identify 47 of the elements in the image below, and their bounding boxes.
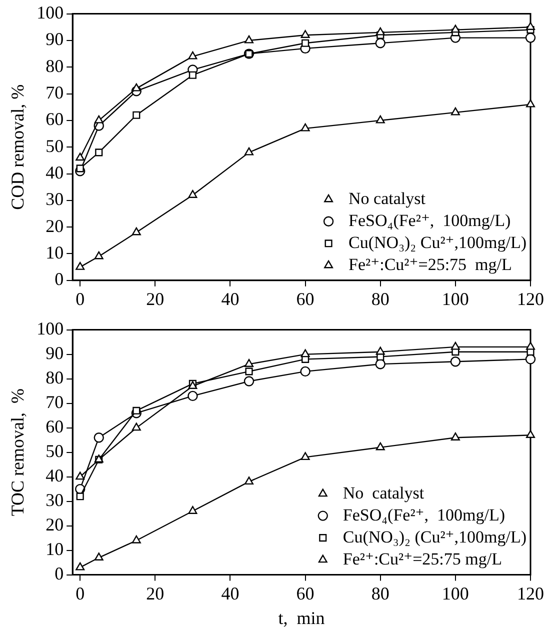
- y-tick-label: 80: [46, 56, 64, 76]
- x-tick-label: 20: [146, 288, 164, 309]
- legend-label: Cu(NO₃)₂ (Cu²⁺,100mg/L): [342, 527, 527, 546]
- x-tick-label: 40: [221, 583, 240, 604]
- x-tick-label: 40: [221, 288, 240, 309]
- y-tick-label: 70: [46, 82, 64, 103]
- x-tick-label: 60: [296, 288, 314, 309]
- x-axis-title: t, min: [278, 608, 325, 628]
- y-tick-label: 90: [46, 343, 64, 364]
- x-tick-label: 0: [76, 583, 85, 604]
- y-tick-label: 30: [46, 189, 64, 210]
- y-tick-label: 10: [46, 539, 64, 560]
- legend-label: Cu(NO₃)₂ Cu²⁺,100mg/L): [348, 232, 526, 252]
- y-tick-label: 20: [46, 514, 64, 535]
- x-tick-label: 120: [517, 583, 544, 604]
- y-tick-label: 0: [54, 269, 64, 290]
- legend-label: FeSO₄(Fe²⁺, 100mg/L): [348, 210, 511, 230]
- x-tick-label: 100: [442, 288, 469, 309]
- y-tick-label: 80: [46, 368, 64, 388]
- x-tick-label: 80: [371, 288, 390, 309]
- y-tick-label: 40: [46, 466, 64, 486]
- x-tick-label: 100: [442, 583, 469, 604]
- y-tick-label: 10: [46, 242, 64, 262]
- x-tick-label: 20: [146, 583, 164, 604]
- y-tick-label: 100: [36, 2, 64, 23]
- x-tick-label: 80: [371, 583, 390, 604]
- y-axis-title: TOC removal, %: [8, 388, 28, 516]
- y-tick-label: 90: [46, 29, 64, 50]
- y-tick-label: 70: [46, 392, 64, 412]
- y-tick-label: 0: [54, 564, 64, 584]
- y-axis-title: COD removal, %: [8, 84, 28, 210]
- y-tick-label: 100: [36, 318, 64, 339]
- x-tick-label: 120: [517, 288, 544, 309]
- legend-label: Fe²⁺:Cu²⁺=25:75 mg/L: [342, 549, 502, 568]
- x-tick-label: 0: [76, 288, 85, 309]
- legend-label: No catalyst: [342, 483, 424, 502]
- y-tick-label: 20: [46, 216, 64, 236]
- y-tick-label: 60: [46, 109, 64, 130]
- y-tick-label: 40: [46, 162, 64, 182]
- y-tick-label: 30: [46, 490, 64, 510]
- legend-label: No catalyst: [348, 188, 426, 208]
- legend-label: FeSO₄(Fe²⁺, 100mg/L): [342, 505, 506, 524]
- legend-label: Fe²⁺:Cu²⁺=25:75 mg/L: [348, 254, 512, 274]
- x-tick-label: 60: [296, 583, 314, 604]
- y-tick-label: 50: [46, 441, 64, 462]
- y-tick-label: 50: [46, 136, 64, 156]
- y-tick-label: 60: [46, 416, 64, 437]
